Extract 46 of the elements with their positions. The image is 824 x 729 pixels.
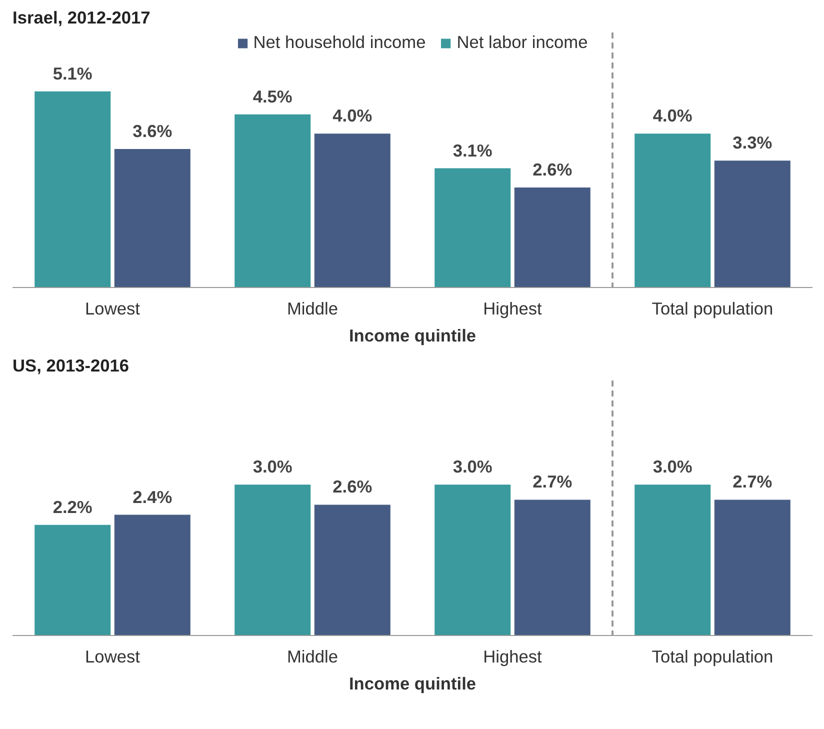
bar [34, 524, 111, 636]
x-tick-label: Middle [286, 298, 338, 318]
data-label: 2.6% [332, 476, 372, 497]
chart-title: US, 2013-2016 [12, 356, 130, 376]
bar [634, 134, 711, 288]
bar [514, 188, 590, 288]
data-label: 3.6% [132, 121, 172, 142]
bar [34, 91, 111, 288]
bar [514, 500, 590, 636]
x-tick-label: Middle [286, 646, 338, 666]
bar [434, 484, 511, 636]
data-label: 5.1% [52, 63, 92, 84]
data-label: 2.7% [532, 472, 572, 492]
bar [314, 504, 390, 636]
x-axis-title: Income quintile [348, 674, 476, 694]
bar [314, 134, 390, 288]
bar [114, 149, 190, 288]
x-tick-label: Lowest [85, 646, 140, 666]
x-axis-title: Income quintile [348, 326, 476, 346]
bar [714, 160, 790, 288]
data-label: 3.3% [732, 132, 772, 153]
data-label: 2.6% [532, 160, 572, 180]
x-tick-label: Highest [483, 298, 542, 318]
data-label: 3.1% [452, 140, 492, 160]
data-label: 3.0% [252, 456, 292, 477]
bar [634, 484, 711, 636]
data-label: 4.5% [252, 86, 292, 106]
data-label: 2.4% [132, 486, 172, 507]
x-tick-label: Lowest [85, 298, 140, 318]
data-label: 4.0% [652, 106, 692, 126]
legend-label: Net labor income [456, 32, 588, 53]
x-tick-label: Highest [483, 646, 542, 666]
data-label: 2.2% [52, 496, 92, 517]
bar [434, 168, 511, 288]
bar [234, 114, 311, 288]
legend-label: Net household income [253, 32, 426, 53]
bar [114, 514, 190, 636]
data-label: 4.0% [332, 106, 372, 126]
data-label: 2.7% [732, 472, 772, 492]
bar [714, 500, 790, 636]
chart-title: Israel, 2012-2017 [12, 8, 150, 28]
x-tick-label: Total population [652, 298, 774, 318]
data-label: 3.0% [652, 456, 692, 477]
x-tick-label: Total population [652, 646, 774, 666]
bar [234, 484, 311, 636]
data-label: 3.0% [452, 456, 492, 477]
